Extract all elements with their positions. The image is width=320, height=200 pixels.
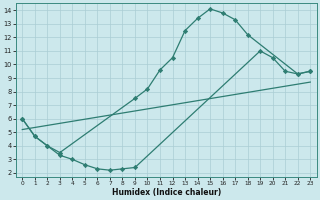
X-axis label: Humidex (Indice chaleur): Humidex (Indice chaleur) bbox=[112, 188, 221, 197]
